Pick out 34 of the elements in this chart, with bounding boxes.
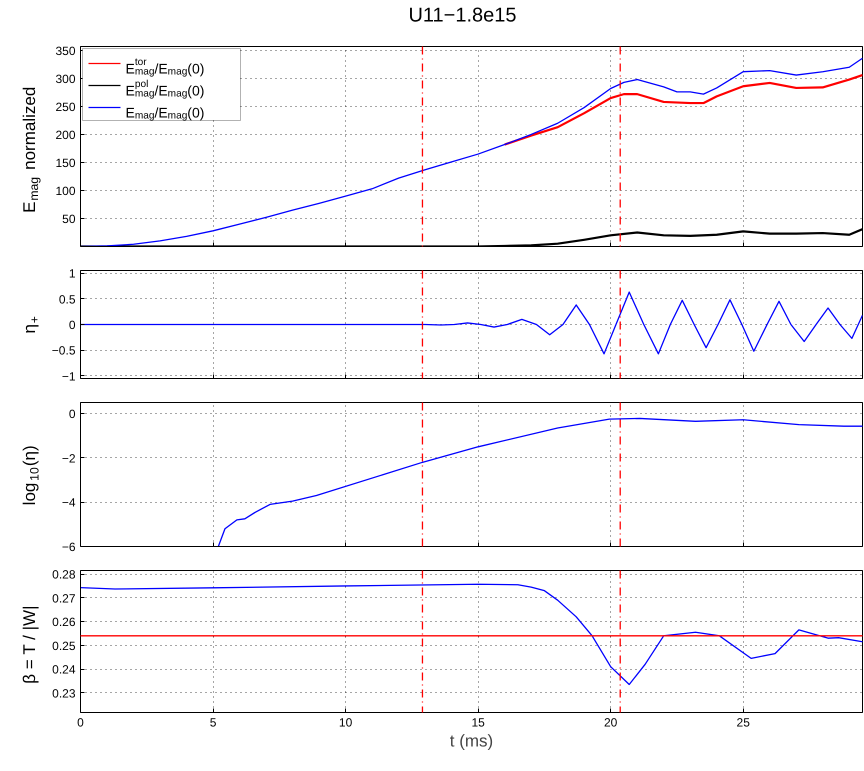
x-tick-label: 15 xyxy=(471,716,486,730)
y-tick-label: 0 xyxy=(68,318,76,332)
y-tick-label: 0.26 xyxy=(52,615,76,630)
y-tick-label: 0.23 xyxy=(52,686,76,700)
x-tick-label: 0 xyxy=(77,716,84,730)
x-tick-label: 5 xyxy=(210,716,217,730)
y-tick-label: 100 xyxy=(55,184,76,198)
y-tick-label: 0.25 xyxy=(52,638,76,653)
x-axis-title: t (ms) xyxy=(450,732,494,750)
y-tick-label: 250 xyxy=(55,100,76,114)
y-tick-label: 200 xyxy=(55,128,76,142)
y-tick-label: −1 xyxy=(62,369,76,384)
x-tick-label: 10 xyxy=(338,716,353,730)
y-tick-label: 0.5 xyxy=(58,292,76,306)
y-tick-label: −4 xyxy=(62,496,76,510)
y-tick-label: 300 xyxy=(55,72,76,86)
y-tick-label: −6 xyxy=(62,540,76,554)
y-axis-title: Emag normalized xyxy=(20,86,41,213)
y-tick-label: −0.5 xyxy=(52,344,76,358)
y-tick-label: 150 xyxy=(55,156,76,170)
chart-title: U11−1.8e15 xyxy=(408,4,517,26)
y-axis-title: β = T / |W| xyxy=(20,605,39,684)
y-tick-label: 50 xyxy=(62,212,76,226)
y-tick-label: −2 xyxy=(62,451,76,466)
y-tick-label: 0.28 xyxy=(52,568,76,582)
y-tick-label: 0 xyxy=(68,407,76,422)
y-tick-label: 1 xyxy=(68,266,76,281)
y-axis-title: η+ xyxy=(20,316,42,334)
y-tick-label: 350 xyxy=(55,44,76,58)
y-tick-label: 0.27 xyxy=(52,591,76,606)
x-tick-label: 25 xyxy=(736,716,750,730)
y-axis-title: log10(η) xyxy=(20,445,42,506)
x-tick-label: 20 xyxy=(604,716,618,730)
y-tick-label: 0.24 xyxy=(52,662,76,677)
